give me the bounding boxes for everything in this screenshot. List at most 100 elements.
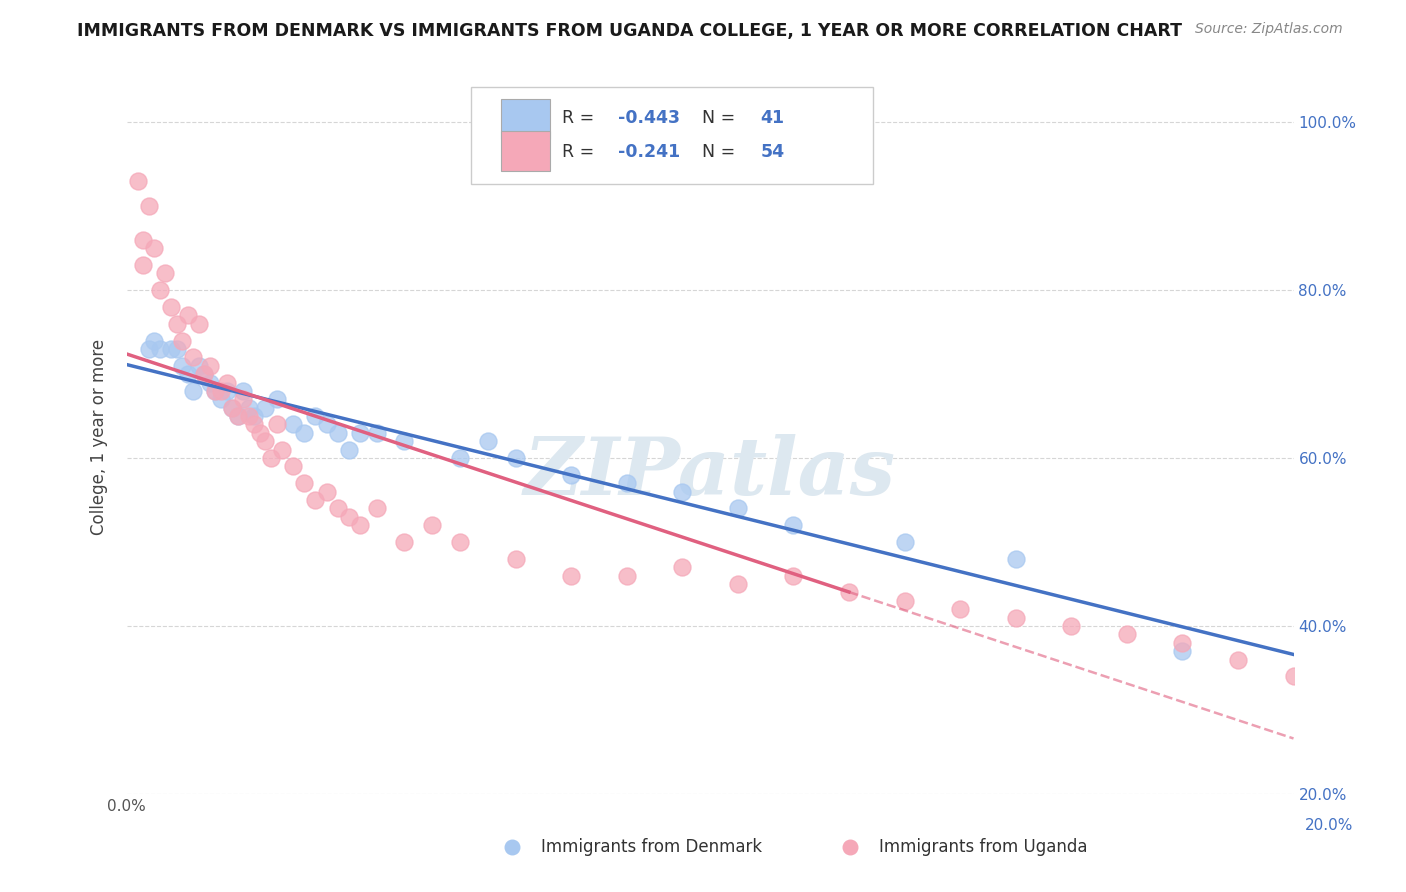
Point (226, 409, 249, 423)
Point (193, 367, 215, 381)
Point (671, 560, 693, 574)
Point (149, 342, 172, 356)
Point (209, 384, 232, 398)
Point (181, 384, 204, 398)
Text: Immigrants from Uganda: Immigrants from Uganda (879, 838, 1088, 856)
Point (187, 359, 209, 373)
Point (232, 384, 254, 398)
Point (505, 451, 527, 466)
Text: IMMIGRANTS FROM DENMARK VS IMMIGRANTS FROM UGANDA COLLEGE, 1 YEAR OR MORE CORREL: IMMIGRANTS FROM DENMARK VS IMMIGRANTS FR… (77, 22, 1182, 40)
Point (349, 425, 371, 440)
Point (671, 484, 693, 499)
Point (1226, 652, 1249, 666)
Text: -0.241: -0.241 (617, 143, 681, 161)
Point (172, 334, 194, 348)
Text: ZIPatlas: ZIPatlas (524, 434, 896, 511)
Point (238, 401, 260, 415)
Point (782, 568, 804, 582)
Point (727, 501, 749, 516)
Point (1282, 669, 1305, 683)
Point (166, 342, 188, 356)
Text: 20.0%: 20.0% (1305, 819, 1354, 833)
Point (315, 484, 337, 499)
Point (127, 174, 149, 188)
Point (149, 283, 172, 297)
Point (155, 266, 177, 280)
Point (198, 376, 221, 390)
Point (181, 351, 204, 365)
FancyBboxPatch shape (471, 87, 873, 184)
Point (254, 434, 277, 449)
Point (326, 425, 349, 440)
Text: 54: 54 (761, 143, 785, 161)
Point (304, 493, 326, 508)
Text: 41: 41 (761, 109, 785, 127)
Point (176, 309, 198, 323)
Point (315, 417, 337, 432)
Point (420, 518, 443, 533)
Point (238, 409, 260, 423)
Point (394, 535, 416, 549)
Point (198, 359, 221, 373)
Point (221, 401, 243, 415)
Text: R =: R = (562, 109, 599, 127)
Text: N =: N = (702, 109, 741, 127)
Point (616, 476, 638, 491)
Point (1115, 627, 1137, 641)
Point (271, 442, 294, 457)
Point (193, 367, 215, 381)
Point (232, 392, 254, 407)
Point (143, 241, 166, 255)
Point (204, 384, 226, 398)
Point (304, 409, 326, 423)
Point (243, 409, 266, 423)
Point (477, 434, 499, 449)
Point (283, 459, 305, 474)
Point (292, 425, 315, 440)
Point (260, 451, 283, 466)
Point (160, 342, 183, 356)
Point (1004, 610, 1026, 624)
Point (283, 417, 305, 432)
Text: Immigrants from Denmark: Immigrants from Denmark (541, 838, 762, 856)
Point (949, 602, 972, 616)
Text: N =: N = (702, 143, 741, 161)
Point (893, 535, 915, 549)
Point (394, 434, 416, 449)
Text: R =: R = (562, 143, 599, 161)
Point (838, 585, 860, 599)
Point (138, 342, 160, 356)
Point (143, 334, 166, 348)
Text: -0.443: -0.443 (617, 109, 681, 127)
Point (221, 401, 243, 415)
Point (349, 518, 371, 533)
Point (893, 594, 915, 608)
Point (132, 258, 155, 272)
FancyBboxPatch shape (501, 131, 550, 171)
Point (266, 392, 288, 407)
Point (449, 535, 471, 549)
Point (249, 425, 271, 440)
Point (187, 317, 209, 331)
Point (226, 409, 249, 423)
Point (215, 376, 238, 390)
Point (449, 451, 471, 466)
Point (209, 392, 232, 407)
Point (215, 384, 238, 398)
Point (1004, 551, 1026, 566)
Point (132, 233, 155, 247)
Point (1171, 636, 1194, 650)
Point (266, 417, 288, 432)
Point (160, 300, 183, 314)
Point (560, 568, 582, 582)
Point (337, 509, 360, 524)
Point (727, 577, 749, 591)
FancyBboxPatch shape (501, 99, 550, 139)
Point (176, 367, 198, 381)
Point (204, 384, 226, 398)
Point (254, 401, 277, 415)
Point (172, 359, 194, 373)
Point (337, 442, 360, 457)
Text: Source: ZipAtlas.com: Source: ZipAtlas.com (1195, 22, 1343, 37)
Point (782, 518, 804, 533)
